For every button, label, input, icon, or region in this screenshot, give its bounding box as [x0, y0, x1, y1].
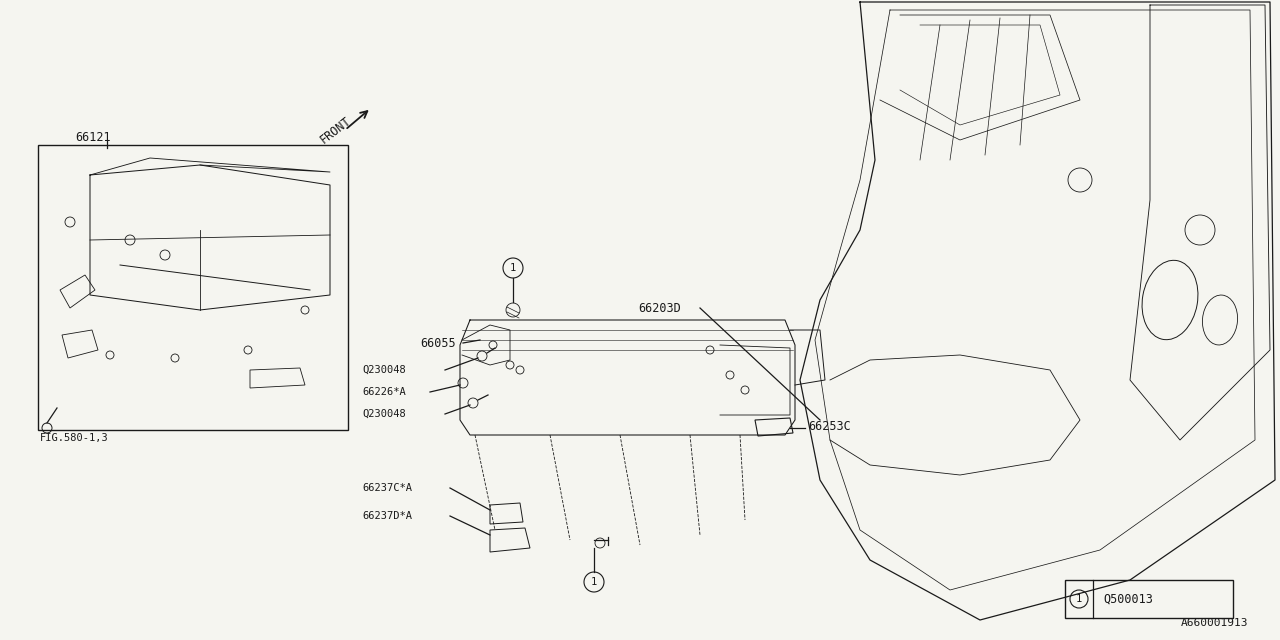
Text: 1: 1: [1076, 594, 1082, 604]
Text: 66055: 66055: [420, 337, 456, 349]
Text: Q230048: Q230048: [362, 365, 406, 375]
Text: 66226*A: 66226*A: [362, 387, 406, 397]
Text: 66237C*A: 66237C*A: [362, 483, 412, 493]
Text: 66237D*A: 66237D*A: [362, 511, 412, 521]
Bar: [38, 145, 348, 430]
Text: 1: 1: [509, 263, 516, 273]
Text: Q500013: Q500013: [1103, 593, 1153, 605]
Text: 1: 1: [591, 577, 598, 587]
Text: 66121: 66121: [76, 131, 110, 143]
Bar: [1065, 580, 1233, 618]
Text: Q230048: Q230048: [362, 409, 406, 419]
Text: A660001913: A660001913: [1180, 618, 1248, 628]
Text: FRONT: FRONT: [317, 114, 353, 146]
Text: 66203D: 66203D: [637, 301, 681, 314]
Text: FIG.580-1,3: FIG.580-1,3: [40, 433, 109, 443]
Text: 66253C: 66253C: [808, 419, 851, 433]
